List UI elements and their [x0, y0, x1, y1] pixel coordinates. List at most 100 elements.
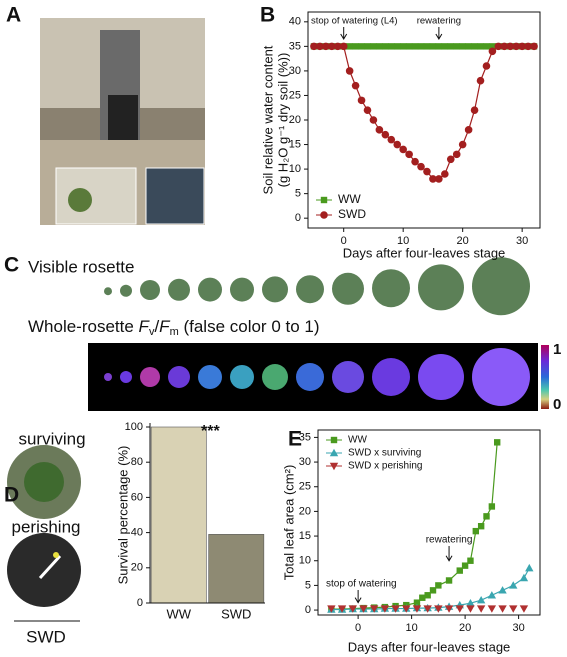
photo-label: surviving: [18, 429, 85, 448]
rosette: [198, 277, 222, 302]
marker: [423, 43, 431, 50]
marker: [327, 42, 336, 51]
rosette-fvfm: [120, 371, 132, 383]
rosette-fvfm: [262, 364, 288, 390]
bar: [150, 426, 207, 604]
photo-label: perishing: [12, 517, 81, 536]
marker: [316, 42, 324, 51]
y-tick-label: 0: [305, 604, 311, 616]
series-line: [313, 45, 535, 180]
rosette-fvfm: [140, 367, 160, 387]
marker: [489, 43, 496, 50]
marker: [525, 563, 534, 572]
y-tick-label: 100: [125, 421, 143, 433]
rosettes: [104, 257, 530, 406]
colorbar-label: 1: [553, 341, 561, 358]
rosette: [296, 275, 324, 304]
y-tick-label: 0: [137, 597, 143, 609]
marker: [441, 43, 449, 50]
marker: [471, 43, 478, 50]
marker: [446, 155, 455, 164]
marker: [375, 126, 384, 134]
marker: [477, 523, 485, 530]
annotation-arrow: [354, 590, 362, 604]
marker: [359, 605, 368, 613]
marker: [434, 605, 443, 613]
bar: [208, 534, 265, 604]
x-tick-label: 30: [512, 622, 524, 634]
marker: [346, 43, 353, 50]
marker: [363, 106, 372, 114]
marker: [382, 43, 389, 50]
x-tick-label: 20: [459, 622, 471, 634]
marker: [405, 43, 413, 50]
legend-label: SWD x surviving: [348, 448, 421, 459]
marker: [476, 605, 486, 613]
annotation-arrow: [340, 27, 348, 40]
y-tick-label: 20: [289, 114, 301, 126]
marker: [476, 596, 486, 604]
marker: [519, 605, 529, 613]
y-tick-label: 20: [131, 562, 143, 574]
y-tick-label: 0: [295, 212, 301, 224]
rosette: [140, 280, 160, 300]
marker: [419, 594, 426, 601]
legend-marker: [329, 462, 339, 471]
marker: [387, 135, 396, 144]
marker: [453, 43, 460, 50]
x-tick-label: 10: [405, 622, 417, 634]
fvfm-title-part: Whole-rosette: [28, 317, 139, 336]
marker: [376, 43, 383, 50]
y-axis-label: Soil relative water content: [260, 45, 275, 194]
marker: [461, 562, 469, 569]
rosette-fvfm: [104, 373, 112, 381]
marker: [411, 43, 419, 50]
y-tick-label: 40: [289, 16, 301, 28]
marker: [506, 42, 515, 51]
marker: [370, 43, 377, 50]
marker: [494, 439, 501, 446]
panel-label: A: [6, 4, 21, 27]
rosette: [120, 284, 132, 297]
y-tick-label: 35: [289, 40, 301, 52]
marker: [477, 43, 484, 50]
rosette-fvfm: [230, 365, 254, 389]
x-tick-label: 30: [516, 235, 528, 247]
visible-title: Visible rosette: [28, 257, 134, 276]
marker: [411, 157, 419, 166]
marker: [530, 42, 538, 51]
rosette: [372, 269, 410, 308]
marker: [399, 43, 407, 50]
fvfm-title-part: (false color 0 to 1): [179, 317, 320, 336]
colorbar-label: 0: [553, 396, 561, 413]
marker: [364, 43, 371, 50]
annotation: rewatering: [426, 535, 473, 546]
y-tick-label: 15: [299, 530, 311, 542]
annotation: stop of watering (L4): [311, 16, 398, 27]
marker: [518, 42, 526, 51]
y-tick-label: 25: [299, 481, 311, 493]
rosette: [168, 278, 190, 301]
annotation-arrow: [435, 27, 443, 40]
x-tick-label: 20: [457, 235, 469, 247]
x-tick-label: SWD: [221, 606, 251, 621]
marker: [455, 605, 464, 613]
rosette-fvfm: [372, 358, 410, 396]
marker: [435, 175, 443, 183]
y-axis-label: Total leaf area (cm²): [281, 465, 296, 581]
fvfm-title-part: v: [149, 326, 155, 338]
significance: ***: [201, 423, 220, 440]
x-axis-label: Days after four-leaves stage: [348, 639, 511, 654]
annotation-arrow: [445, 546, 453, 562]
marker: [358, 43, 365, 50]
marker: [412, 605, 422, 613]
panel-label: E: [288, 428, 302, 451]
legend-label: WW: [348, 435, 367, 446]
marker: [322, 42, 330, 51]
marker: [488, 47, 497, 56]
marker: [466, 598, 475, 607]
y-axis-label: Survival percentage (%): [115, 446, 130, 585]
y-tick-label: 25: [289, 89, 301, 101]
y-tick-label: 10: [299, 555, 311, 567]
